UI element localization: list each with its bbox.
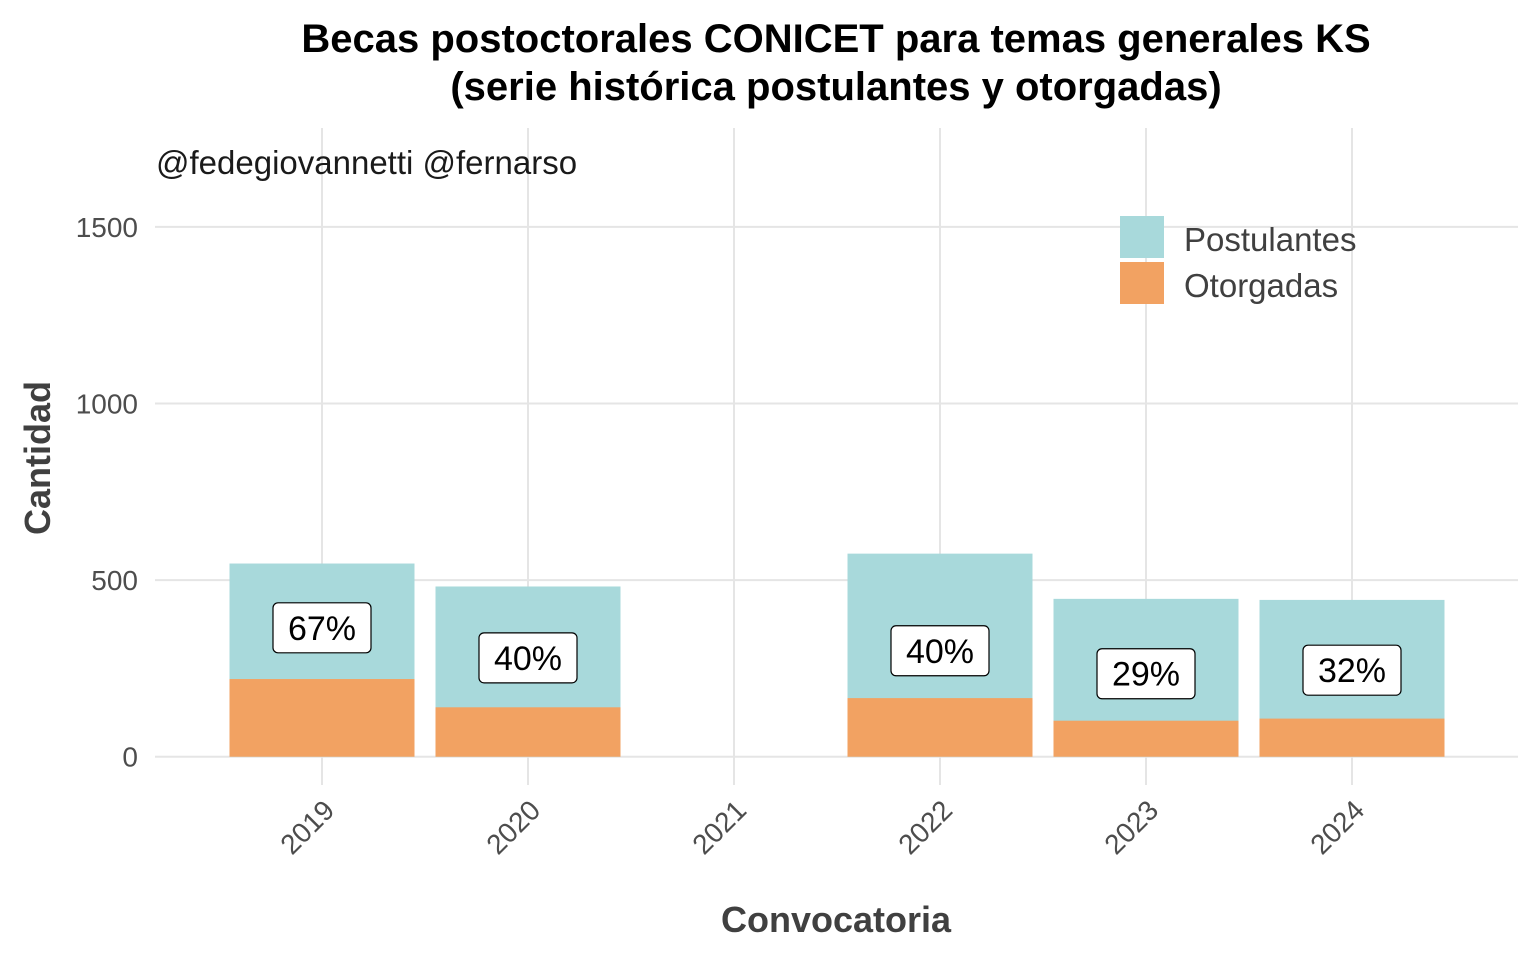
x-tick-label-2020: 2020 xyxy=(480,794,546,860)
percent-label-2023: 29% xyxy=(1112,656,1180,694)
x-tick-label-2024: 2024 xyxy=(1304,794,1370,860)
bar-otorgadas-2020 xyxy=(435,707,621,757)
percent-label-box-2023 xyxy=(1096,648,1196,700)
x-tick-label-2022: 2022 xyxy=(892,794,958,860)
bar-otorgadas-2023 xyxy=(1053,720,1239,757)
y-tick-labels: 0 500 1000 1500 xyxy=(76,212,138,773)
legend-swatch-postulantes xyxy=(1120,216,1164,258)
percent-label-2020: 40% xyxy=(494,640,562,678)
x-tick-labels: 2019 2020 2021 2022 2023 2024 xyxy=(274,794,1370,860)
bar-otorgadas-2019 xyxy=(229,679,415,757)
legend-swatch-otorgadas xyxy=(1120,262,1164,304)
percent-label-box-2020 xyxy=(478,632,578,684)
percent-label-2022: 40% xyxy=(906,633,974,671)
percent-label-2024: 32% xyxy=(1318,652,1386,690)
percent-labels: 67% 40% 40% 29% 32% xyxy=(272,602,1402,700)
percent-label-box-2019 xyxy=(272,602,372,654)
bars xyxy=(229,553,1445,757)
author-annotation: @fedegiovannetti @fernarso xyxy=(156,144,577,181)
y-tick-label-1500: 1500 xyxy=(76,212,138,243)
x-axis-title: Convocatoria xyxy=(721,899,952,940)
bar-otorgadas-2024 xyxy=(1259,718,1445,757)
percent-label-box-2022 xyxy=(890,625,990,677)
y-tick-label-1000: 1000 xyxy=(76,389,138,420)
bar-otorgadas-2022 xyxy=(847,698,1033,757)
y-tick-label-0: 0 xyxy=(122,742,138,773)
y-tick-label-500: 500 xyxy=(91,565,138,596)
percent-label-2019: 67% xyxy=(288,610,356,648)
chart-title-line-1: Becas postoctorales CONICET para temas g… xyxy=(301,17,1370,61)
y-axis-title: Cantidad xyxy=(17,381,58,535)
legend-label-otorgadas: Otorgadas xyxy=(1184,267,1338,304)
chart-title-line-2: (serie histórica postulantes y otorgadas… xyxy=(450,65,1221,109)
x-tick-label-2021: 2021 xyxy=(686,794,752,860)
legend: Postulantes Otorgadas xyxy=(1120,216,1356,304)
x-tick-label-2023: 2023 xyxy=(1098,794,1164,860)
legend-label-postulantes: Postulantes xyxy=(1184,221,1356,258)
x-tick-label-2019: 2019 xyxy=(274,794,340,860)
percent-label-box-2024 xyxy=(1302,644,1402,696)
